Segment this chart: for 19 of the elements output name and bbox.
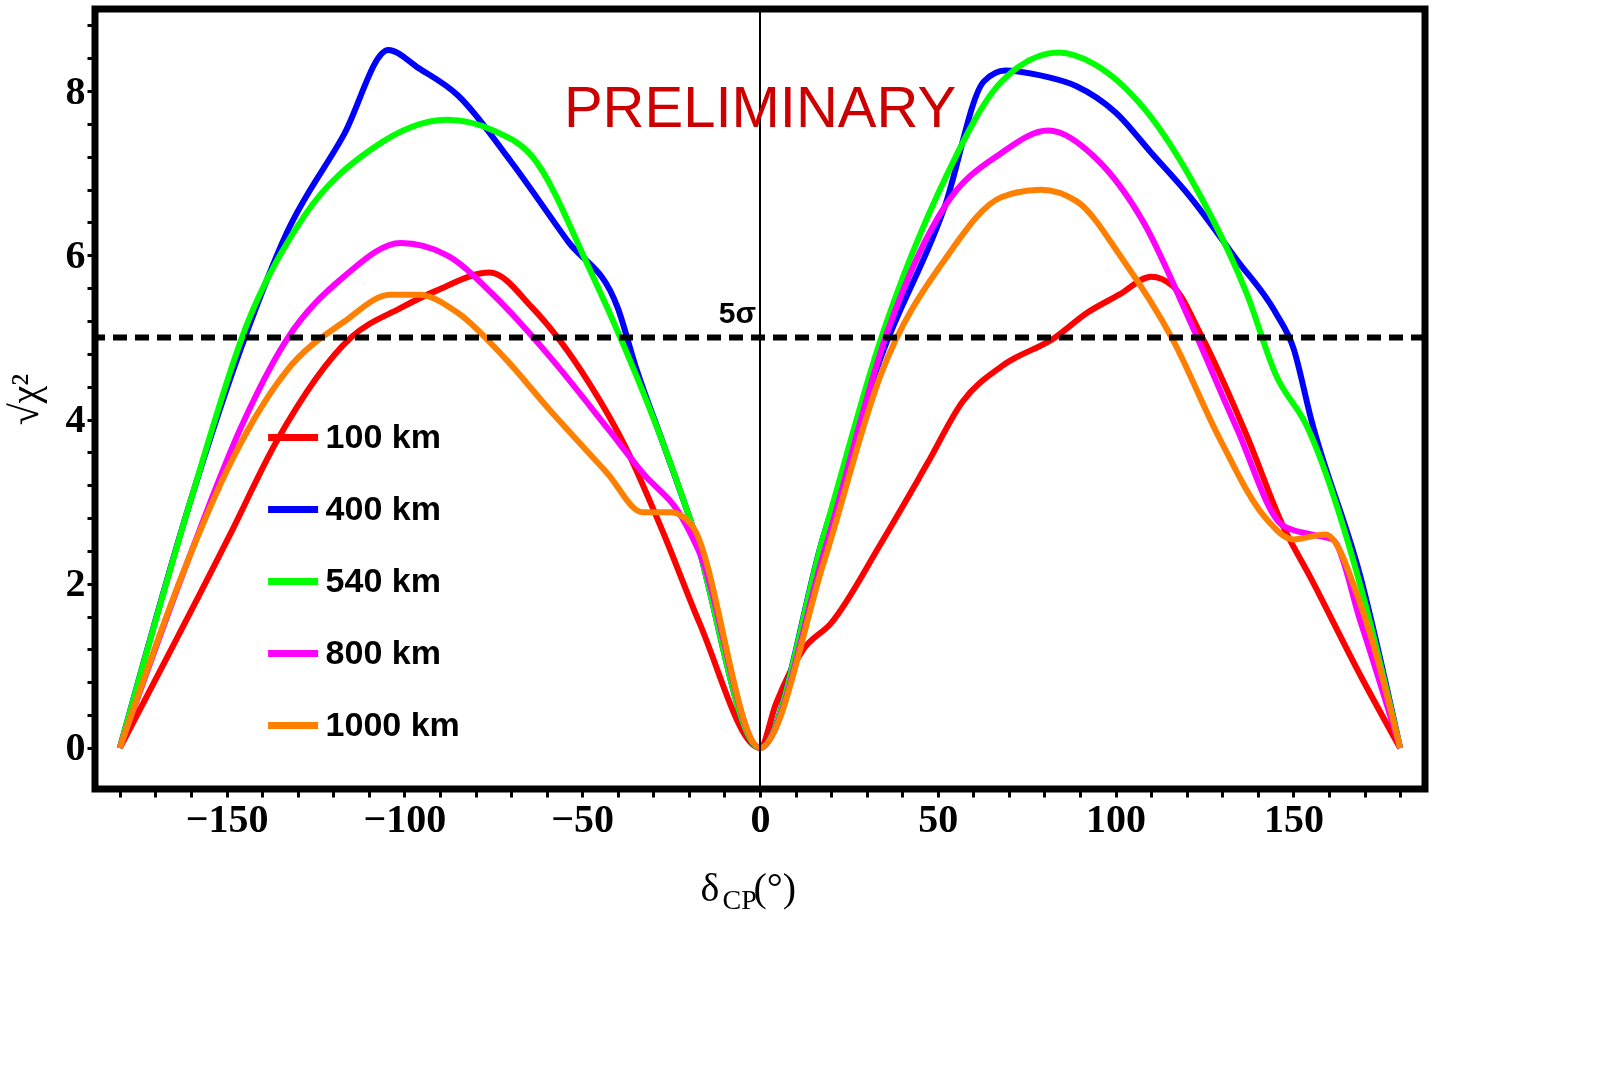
x-tick-label: −100 xyxy=(363,795,447,841)
x-tick-label: −150 xyxy=(185,795,269,841)
legend-label: 800 km xyxy=(325,632,441,671)
y-tick-label: 8 xyxy=(65,67,86,113)
legend-label: 1000 km xyxy=(325,704,460,743)
y-tick-label: 0 xyxy=(65,724,86,770)
y-tick-label: 4 xyxy=(65,396,86,442)
legend-label: 400 km xyxy=(325,488,441,527)
y-tick-label: 6 xyxy=(65,231,86,277)
legend-label: 100 km xyxy=(325,416,441,455)
legend-label: 540 km xyxy=(325,560,441,599)
ref-line-label: 5σ xyxy=(718,296,756,330)
x-tick-label: 100 xyxy=(1086,795,1147,841)
x-tick-label: 150 xyxy=(1263,795,1324,841)
y-axis-title: √χ² xyxy=(1,373,47,426)
x-tick-label: 0 xyxy=(750,795,771,841)
y-tick-label: 2 xyxy=(65,560,86,606)
x-tick-label: −50 xyxy=(551,795,615,841)
x-tick-label: 50 xyxy=(918,795,959,841)
